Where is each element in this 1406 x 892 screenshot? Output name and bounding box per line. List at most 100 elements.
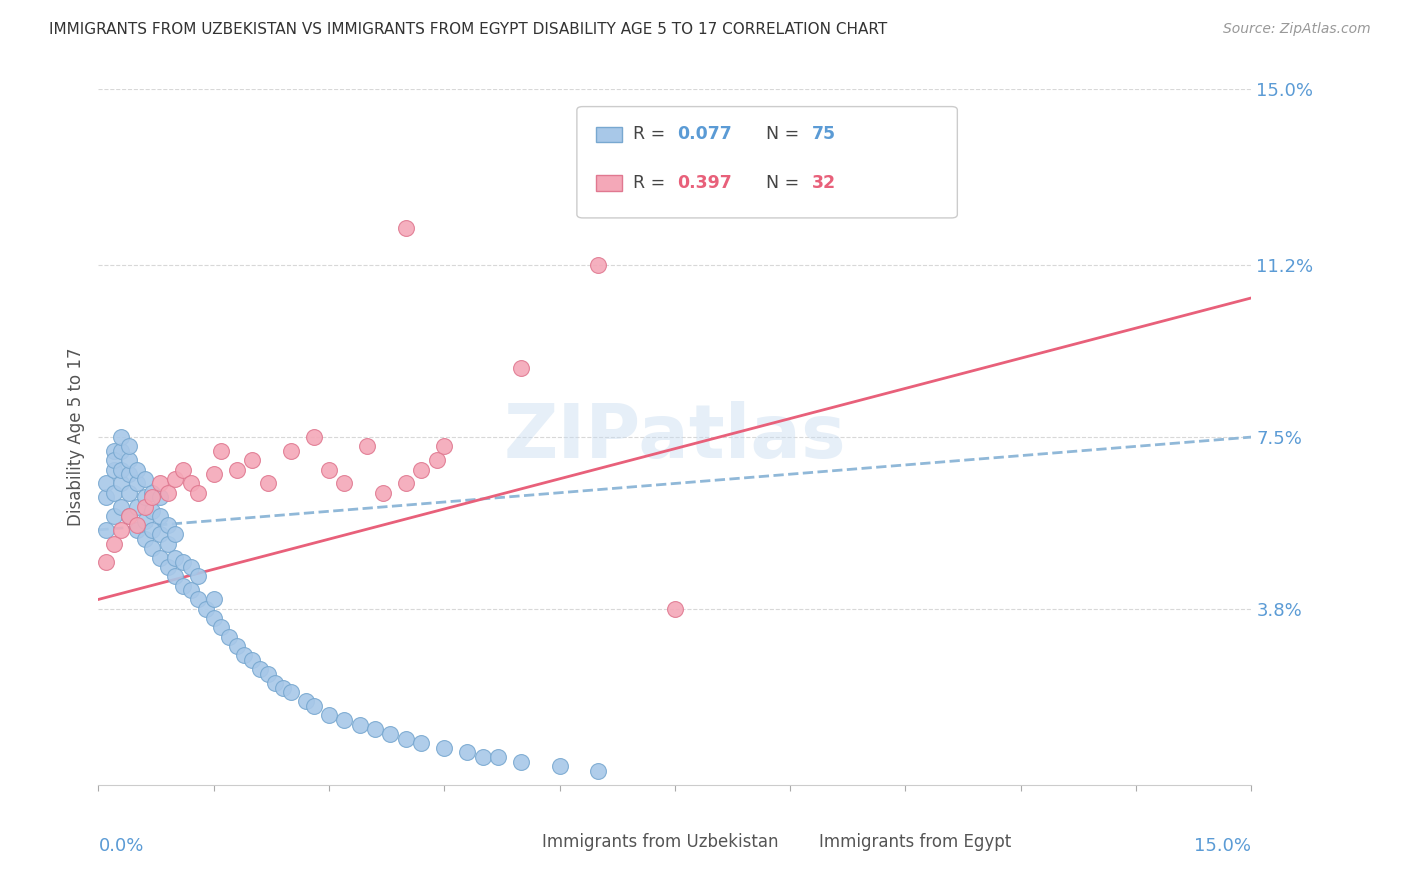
- Point: [134, 500, 156, 514]
- Point: [134, 532, 156, 546]
- Point: [209, 444, 232, 458]
- Text: R =: R =: [633, 126, 671, 144]
- Point: [364, 723, 387, 737]
- Point: [318, 462, 340, 476]
- Point: [125, 462, 148, 476]
- Point: [395, 731, 418, 746]
- Point: [225, 639, 247, 653]
- Point: [125, 518, 148, 533]
- Point: [103, 444, 125, 458]
- Text: ZIPatlas: ZIPatlas: [503, 401, 846, 474]
- FancyBboxPatch shape: [596, 127, 621, 142]
- Text: N =: N =: [766, 174, 804, 192]
- Point: [664, 601, 686, 615]
- Point: [486, 750, 509, 764]
- Point: [134, 491, 156, 505]
- Point: [149, 550, 172, 565]
- Point: [125, 476, 148, 491]
- Point: [433, 439, 456, 453]
- Point: [249, 662, 271, 676]
- FancyBboxPatch shape: [513, 834, 537, 849]
- Point: [141, 491, 163, 505]
- Point: [318, 708, 340, 723]
- Point: [134, 472, 156, 486]
- Point: [110, 430, 132, 444]
- Point: [302, 699, 325, 714]
- Point: [103, 462, 125, 476]
- Point: [256, 666, 278, 681]
- Point: [356, 439, 378, 453]
- Point: [156, 560, 179, 574]
- Point: [240, 453, 263, 467]
- Point: [187, 485, 209, 500]
- Point: [149, 491, 172, 505]
- Point: [172, 578, 194, 592]
- Point: [548, 759, 571, 773]
- Point: [256, 476, 278, 491]
- FancyBboxPatch shape: [576, 106, 957, 218]
- Point: [110, 523, 132, 537]
- Point: [156, 485, 179, 500]
- Text: Immigrants from Egypt: Immigrants from Egypt: [818, 833, 1011, 851]
- Point: [141, 485, 163, 500]
- Text: 15.0%: 15.0%: [1194, 837, 1251, 855]
- Point: [510, 755, 533, 769]
- Point: [125, 500, 148, 514]
- Point: [456, 746, 478, 760]
- Point: [134, 514, 156, 528]
- Point: [149, 508, 172, 523]
- Point: [371, 485, 394, 500]
- Point: [103, 485, 125, 500]
- Point: [156, 518, 179, 533]
- FancyBboxPatch shape: [596, 176, 621, 191]
- Point: [110, 500, 132, 514]
- Text: N =: N =: [766, 126, 804, 144]
- Text: IMMIGRANTS FROM UZBEKISTAN VS IMMIGRANTS FROM EGYPT DISABILITY AGE 5 TO 17 CORRE: IMMIGRANTS FROM UZBEKISTAN VS IMMIGRANTS…: [49, 22, 887, 37]
- Point: [209, 620, 232, 634]
- Point: [264, 676, 287, 690]
- Point: [149, 527, 172, 541]
- Point: [280, 685, 302, 699]
- Point: [103, 537, 125, 551]
- Point: [103, 453, 125, 467]
- Point: [110, 476, 132, 491]
- Point: [125, 523, 148, 537]
- Point: [118, 453, 141, 467]
- Point: [471, 750, 494, 764]
- Point: [411, 462, 433, 476]
- Point: [110, 444, 132, 458]
- Point: [380, 727, 402, 741]
- Text: R =: R =: [633, 174, 671, 192]
- Point: [141, 504, 163, 518]
- Point: [165, 569, 187, 583]
- Point: [187, 592, 209, 607]
- Y-axis label: Disability Age 5 to 17: Disability Age 5 to 17: [66, 348, 84, 526]
- Point: [218, 630, 240, 644]
- Text: 0.077: 0.077: [678, 126, 733, 144]
- Point: [280, 444, 302, 458]
- Point: [156, 537, 179, 551]
- Point: [195, 601, 218, 615]
- Point: [172, 555, 194, 569]
- Point: [118, 439, 141, 453]
- Point: [333, 476, 356, 491]
- Point: [94, 491, 117, 505]
- Point: [94, 476, 117, 491]
- Point: [433, 740, 456, 755]
- Point: [118, 485, 141, 500]
- Point: [202, 592, 225, 607]
- Point: [149, 476, 172, 491]
- Point: [165, 472, 187, 486]
- Point: [118, 508, 141, 523]
- Point: [202, 611, 225, 625]
- Point: [141, 541, 163, 556]
- Point: [295, 694, 318, 708]
- Text: Immigrants from Uzbekistan: Immigrants from Uzbekistan: [543, 833, 779, 851]
- Point: [187, 569, 209, 583]
- Text: 75: 75: [813, 126, 837, 144]
- Point: [395, 221, 418, 235]
- Point: [165, 527, 187, 541]
- Point: [180, 560, 202, 574]
- Text: 0.0%: 0.0%: [98, 837, 143, 855]
- Point: [395, 476, 418, 491]
